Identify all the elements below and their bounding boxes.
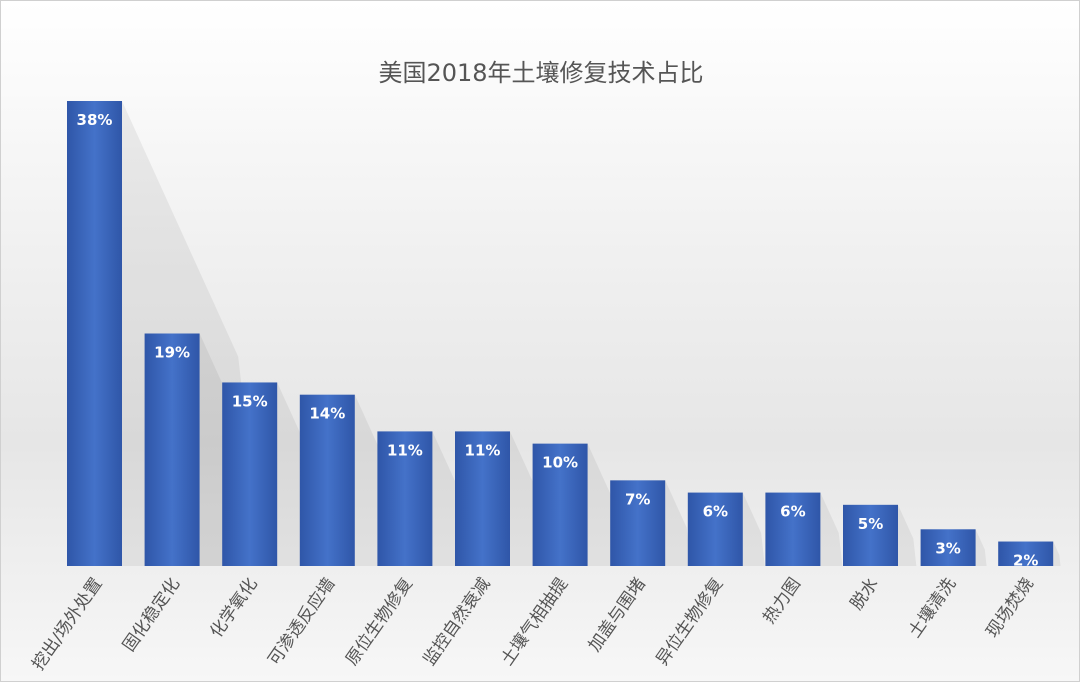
- x-tick-label: 土壤气相抽提: [496, 574, 572, 670]
- bar: [299, 394, 355, 566]
- x-tick-label: 可渗透反应墙: [265, 574, 340, 669]
- bar-shadow: [1053, 541, 1061, 566]
- bar: [455, 431, 510, 566]
- bar: [610, 480, 666, 566]
- bar: [377, 431, 433, 566]
- bar: [532, 443, 588, 566]
- bar: [222, 382, 278, 566]
- x-tick-label: 加盖与围堵: [585, 574, 650, 655]
- data-label: 3%: [935, 539, 960, 557]
- bar: [144, 333, 200, 566]
- x-tick-label: 原位生物修复: [342, 574, 417, 669]
- chart-title: 美国2018年土壤修复技术占比: [378, 59, 703, 87]
- bar: [843, 504, 898, 566]
- bar: [765, 492, 821, 566]
- data-label: 10%: [542, 454, 578, 472]
- bar-shadow: [820, 492, 843, 566]
- data-label: 6%: [703, 503, 728, 521]
- bar: [67, 101, 122, 566]
- bar: [687, 492, 743, 566]
- x-tick-label: 土壤清洗: [904, 574, 960, 642]
- data-label: 11%: [465, 441, 501, 459]
- bar: [998, 541, 1054, 566]
- x-tick-label: 监控自然衰减: [420, 574, 495, 669]
- data-label: 38%: [77, 111, 113, 129]
- bar-shadow: [665, 480, 691, 566]
- data-label: 14%: [309, 405, 345, 423]
- bar-shadow: [975, 529, 987, 566]
- x-tick-label: 挖出/场外处置: [28, 574, 106, 674]
- data-label: 6%: [780, 503, 805, 521]
- data-label: 7%: [625, 490, 650, 508]
- bar-shadow: [742, 492, 765, 566]
- x-tick-label: 脱水: [847, 574, 883, 613]
- bar: [920, 529, 976, 566]
- data-label: 19%: [154, 344, 190, 362]
- bar-shadow: [898, 504, 917, 566]
- data-label: 11%: [387, 441, 423, 459]
- data-label: 15%: [232, 392, 268, 410]
- data-label: 5%: [858, 515, 883, 533]
- x-tick-label: 异位生物修复: [653, 574, 728, 669]
- x-tick-label: 现场焚烧: [982, 574, 1037, 641]
- x-tick-label: 热力图: [759, 574, 805, 627]
- data-label: 2%: [1013, 552, 1038, 570]
- x-tick-label: 固化稳定化: [119, 574, 184, 655]
- x-tick-label: 化学氧化: [206, 574, 261, 641]
